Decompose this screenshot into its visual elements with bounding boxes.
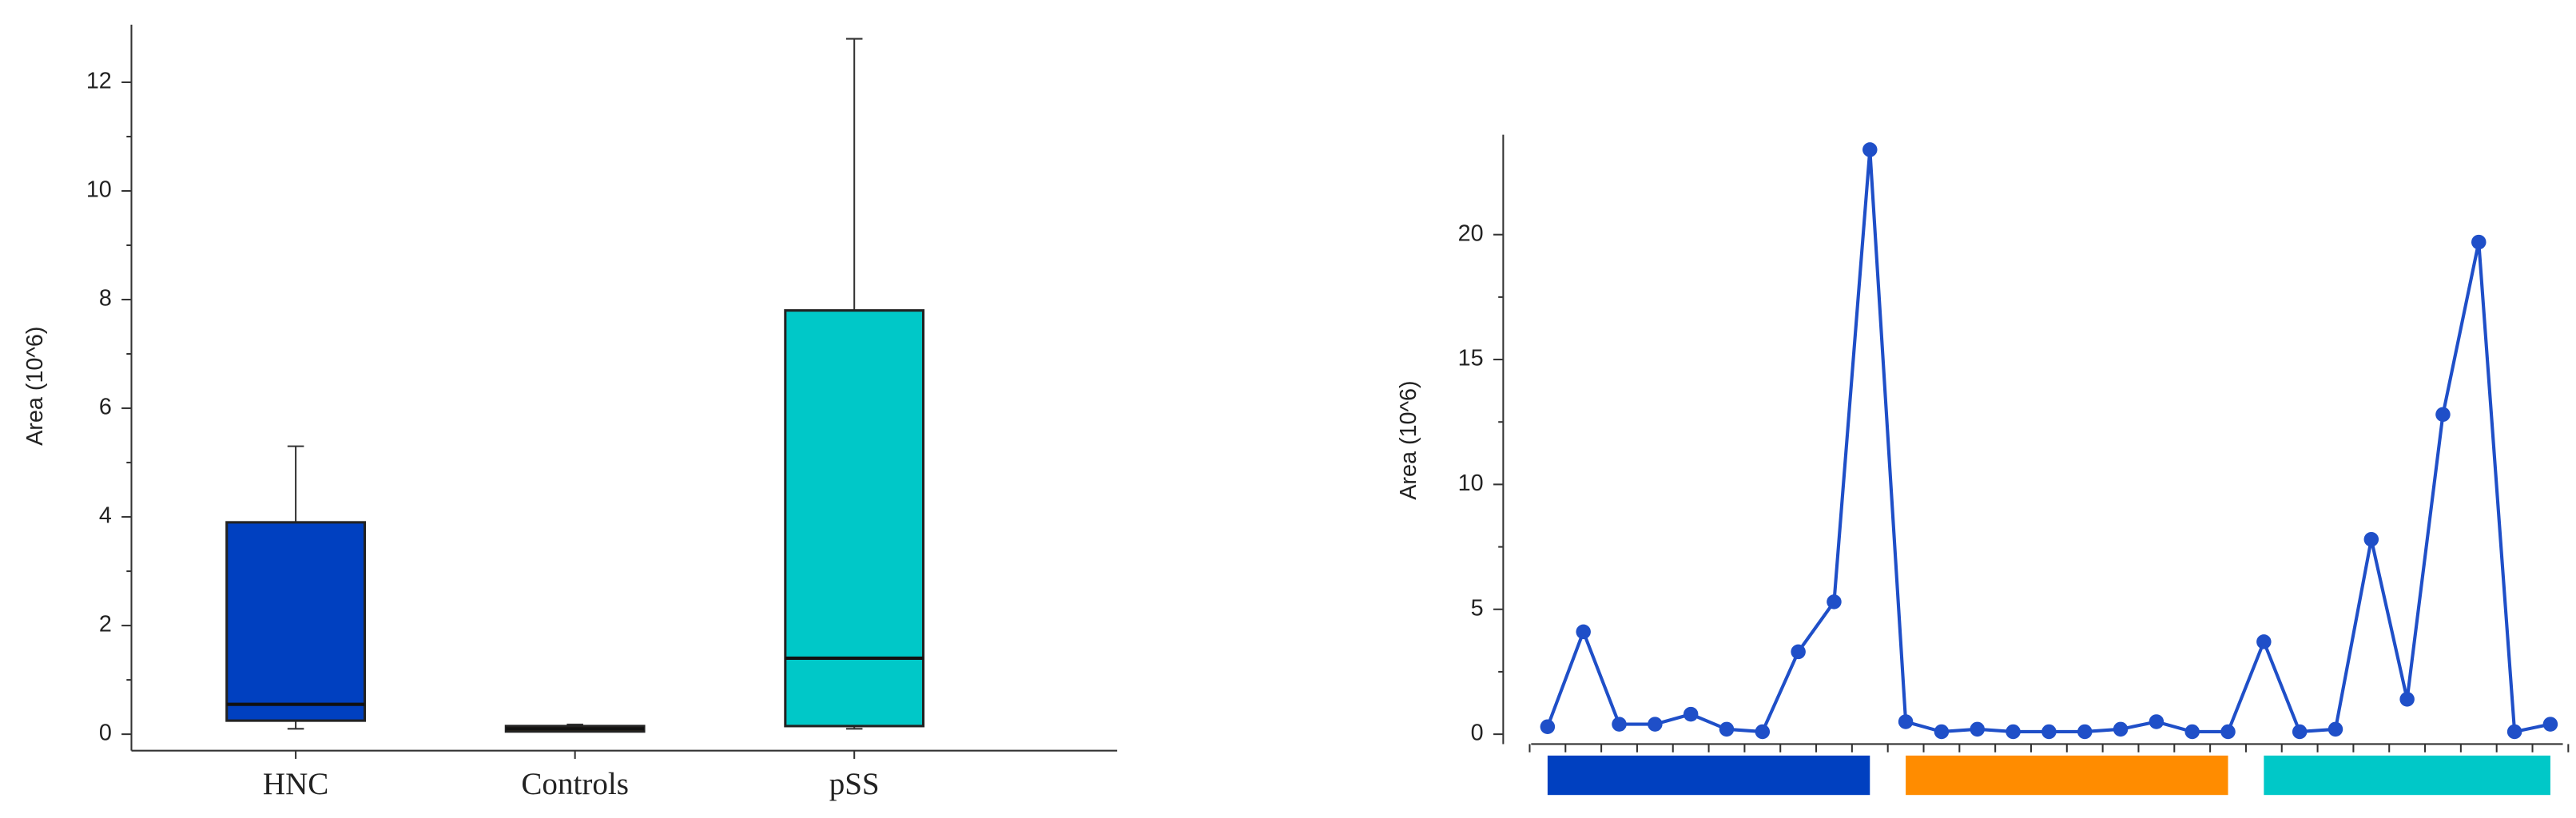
point: [2041, 724, 2057, 740]
point: [1970, 721, 1986, 737]
group-bar: [2264, 755, 2550, 796]
point: [1791, 644, 1806, 660]
y-tick-label: 0: [99, 721, 112, 746]
point: [2113, 721, 2129, 737]
y-tick-label: 2: [99, 612, 112, 637]
y-tick-label: 6: [99, 395, 112, 420]
x-tick-label: Controls: [521, 767, 629, 801]
point: [2006, 724, 2021, 740]
point: [2149, 714, 2165, 729]
y-tick-label: 8: [99, 286, 112, 312]
point: [2220, 724, 2236, 740]
y-tick-label: 4: [99, 503, 112, 529]
y-tick-label: 0: [1471, 721, 1484, 746]
point: [1576, 624, 1591, 640]
point: [2542, 717, 2558, 732]
x-tick-label: pSS: [829, 767, 880, 801]
point: [2184, 724, 2200, 740]
y-tick-label: 12: [86, 69, 112, 94]
x-tick-label: HNC: [263, 767, 328, 801]
point: [2435, 407, 2451, 423]
point: [2363, 531, 2379, 547]
point: [1648, 717, 1663, 732]
point: [2506, 724, 2522, 740]
point: [1827, 594, 1842, 610]
point: [2077, 724, 2093, 740]
group-bar: [1547, 755, 1870, 796]
y-tick-label: 20: [1458, 220, 1484, 246]
y-tick-label: 15: [1458, 346, 1484, 371]
y-axis-label: Area (10^6): [22, 327, 48, 446]
point: [1934, 724, 1950, 740]
point: [1755, 724, 1771, 740]
point: [1612, 717, 1627, 732]
line: [1545, 149, 2551, 734]
y-tick-label: 5: [1471, 595, 1484, 621]
point: [2399, 692, 2415, 707]
y-tick-label: 10: [1458, 471, 1484, 496]
point: [1898, 714, 1914, 729]
point: [1540, 719, 1556, 734]
point: [2256, 634, 2272, 649]
y-axis-label: Area (10^6): [1396, 380, 1421, 499]
point: [2471, 234, 2487, 250]
box: [784, 309, 925, 728]
point: [1683, 706, 1699, 722]
point: [2328, 721, 2343, 737]
group-bar: [1906, 755, 2228, 796]
point: [1719, 721, 1735, 737]
point: [2292, 724, 2308, 740]
point: [1862, 142, 1878, 157]
y-tick-label: 10: [86, 177, 112, 203]
box: [225, 521, 367, 722]
